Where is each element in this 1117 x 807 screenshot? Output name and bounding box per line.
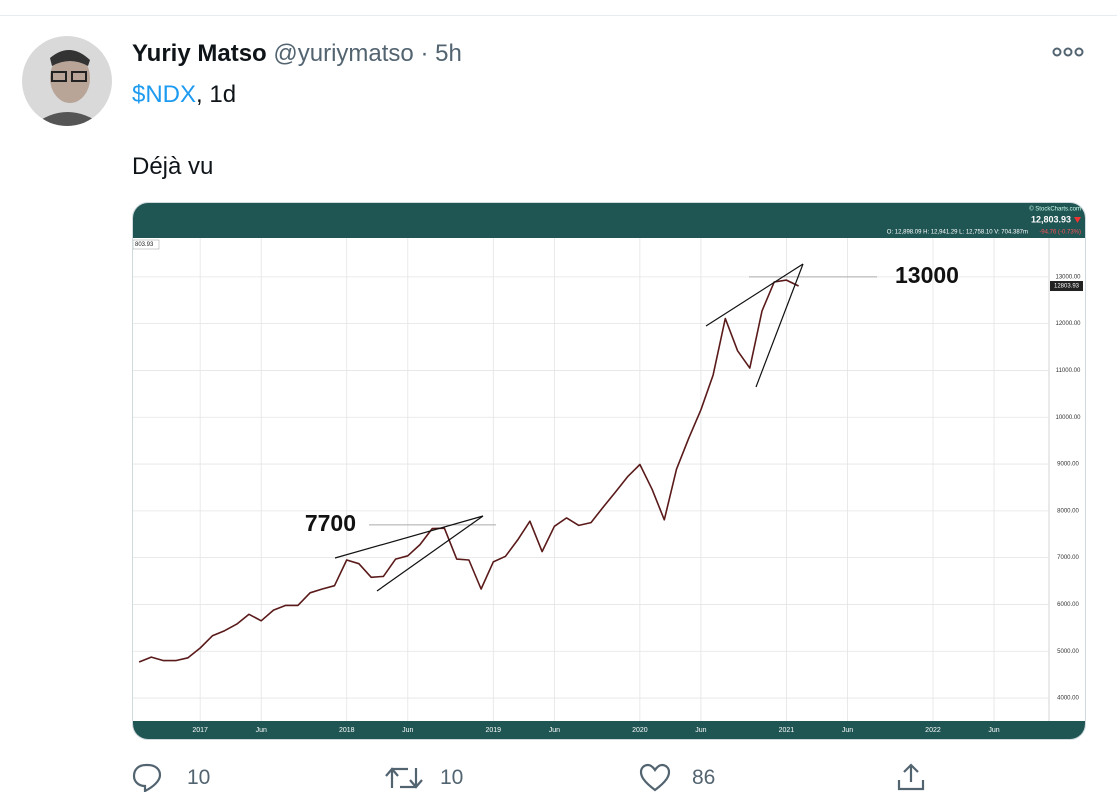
timeframe: , 1d: [196, 81, 237, 108]
y-tick-label: 12000.00: [1055, 321, 1081, 327]
retweet-icon[interactable]: [384, 764, 424, 792]
change: -94.76 (-0.73%): [1039, 230, 1081, 236]
avatar[interactable]: [22, 36, 112, 126]
last-price: 12,803.93: [1031, 214, 1071, 224]
last-value-label: 12803.93: [1054, 284, 1080, 290]
chart-header: [133, 203, 1085, 238]
x-tick-label: 2021: [779, 727, 795, 734]
last-value-tag: [1050, 281, 1083, 292]
x-tick-label: 2022: [925, 727, 941, 734]
author-name[interactable]: Yuriy Matso: [132, 40, 267, 67]
tweet-text: Déjà vu: [132, 153, 214, 180]
x-tick-label: 2019: [486, 727, 502, 734]
chart-footer: [133, 721, 1085, 739]
separator: ·: [420, 40, 429, 67]
action-bar: 10 10 86: [132, 760, 1092, 796]
annotation-label: 7700: [305, 510, 356, 536]
chart-bg: [133, 203, 1085, 739]
x-tick-label: 2018: [339, 727, 355, 734]
y-tick-label: 11000.00: [1056, 368, 1081, 374]
reply-count: 10: [187, 766, 211, 789]
timestamp[interactable]: 5h: [435, 40, 462, 67]
trend-line: [705, 263, 804, 327]
trend-line: [755, 263, 804, 388]
trend-line: [334, 515, 484, 559]
like-icon[interactable]: [639, 763, 671, 793]
y-tick-label: 13000.00: [1055, 274, 1081, 280]
divider: [0, 15, 1117, 16]
y-tick-label: 6000.00: [1057, 602, 1079, 608]
x-tick-label: Jun: [256, 727, 267, 734]
reply-icon[interactable]: [132, 762, 164, 792]
y-tick-label: 10000.00: [1055, 415, 1081, 421]
annotation-label: 13000: [895, 262, 959, 288]
y-tick-label: 4000.00: [1057, 696, 1079, 702]
corner-tag: [133, 239, 160, 250]
author-handle[interactable]: @yuriymatso: [273, 40, 414, 67]
x-tick-label: Jun: [842, 727, 853, 734]
y-tick-label: 8000.00: [1057, 508, 1079, 514]
x-tick-label: Jun: [988, 727, 999, 734]
retweet-count: 10: [440, 766, 464, 789]
cashtag[interactable]: $NDX: [132, 81, 197, 108]
corner-label: 803.93: [135, 242, 154, 248]
down-arrow: [1074, 217, 1081, 223]
more-menu[interactable]: [1052, 45, 1084, 59]
x-tick-label: Jun: [549, 727, 560, 734]
trend-line: [376, 515, 484, 592]
x-tick-label: 2020: [632, 727, 648, 734]
y-tick-label: 5000.00: [1057, 649, 1079, 655]
x-tick-label: 2017: [192, 727, 208, 734]
source: © StockCharts.com: [1029, 206, 1081, 213]
tweet-line: $NDX, 1d: [132, 81, 236, 109]
tweet-header: Yuriy Matso @yuriymatso · 5h: [132, 40, 462, 68]
like-count: 86: [692, 766, 716, 789]
y-tick-label: 7000.00: [1057, 555, 1079, 561]
share-icon[interactable]: [896, 762, 926, 792]
chart-image[interactable]: © StockCharts.com 12,803.93 O: 12,898.09…: [132, 202, 1086, 740]
y-tick-label: 9000.00: [1057, 462, 1079, 468]
x-tick-label: Jun: [402, 727, 413, 734]
ohlc: O: 12,898.09 H: 12,941.29 L: 12,758.10 V…: [887, 230, 1028, 236]
x-tick-label: Jun: [695, 727, 706, 734]
price-line: [138, 279, 799, 663]
